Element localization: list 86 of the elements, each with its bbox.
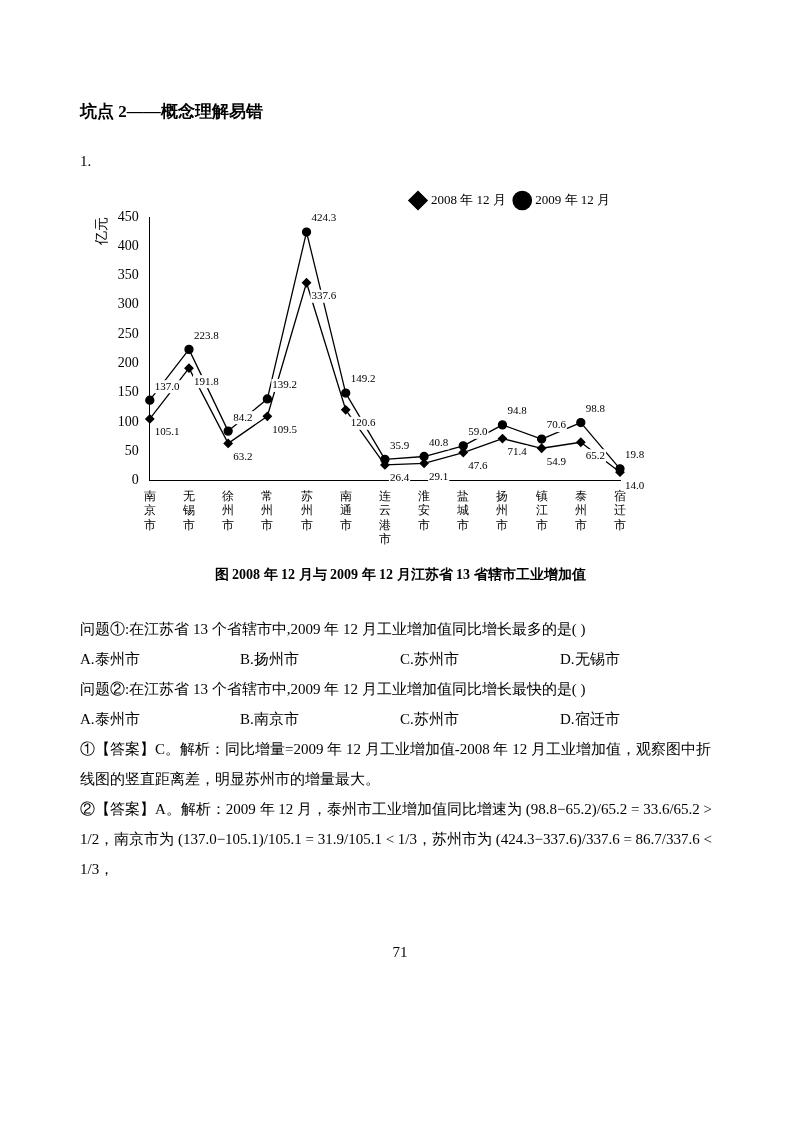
text: ②【答案】A。解析：2009 年 12 月，泰州市工业增加值同比增速为 (98.8−65.2)/65.2 = 33.6/65.2 > 1/2，南京市为 (137.0−105.1)/105.1 = 31.9/105.1 < 1/3，苏州市为 (424.3−337.6)/337.6 = 86.7/337.6 < 1/3， (80, 800, 714, 879)
point (145, 414, 155, 424)
y-tick-label: 150 (117, 384, 139, 400)
point (341, 405, 351, 415)
data-label: 424.3 (311, 211, 337, 224)
x-tick-label: 南通市 (339, 488, 352, 532)
data-label: 139.2 (272, 378, 298, 391)
x-tick-label: 南京市 (143, 488, 156, 532)
point (341, 388, 351, 398)
point (536, 443, 547, 453)
y-tick-label: 400 (117, 237, 139, 253)
x-tick-label: 镇江市 (534, 488, 548, 532)
x-tick-label: 连云港市 (378, 488, 391, 546)
x-tick-label: 淮安市 (418, 488, 431, 532)
y-tick-label: 50 (124, 442, 139, 458)
point (497, 433, 508, 444)
data-label: 98.8 (585, 401, 606, 414)
data-label: 94.8 (507, 404, 528, 417)
data-label: 223.8 (193, 328, 220, 341)
x-tick-label: 扬州市 (496, 488, 509, 532)
data-label: 26.4 (389, 471, 410, 484)
text: 问题①:在江苏省 13 个省辖市中,2009 年 12 月工业增加值同比增长最多的是( ) (80, 620, 586, 639)
data-label: 105.1 (154, 425, 180, 438)
data-label: 40.8 (429, 435, 449, 448)
x-tick-label: 泰州市 (574, 488, 587, 532)
text: 问题②:在江苏省 13 个省辖市中,2009 年 12 月工业增加值同比增长最快的是( ) (80, 680, 586, 699)
text: 71 (391, 944, 409, 961)
point (262, 394, 272, 404)
data-label: 84.2 (233, 410, 253, 423)
point (223, 426, 233, 436)
data-label: 47.6 (468, 458, 489, 471)
data-label: 337.6 (311, 289, 337, 302)
legend-label: 2008 年 12 月 (431, 191, 506, 207)
point (262, 411, 272, 421)
data-label: 65.2 (585, 448, 606, 461)
data-label: 35.9 (389, 438, 410, 451)
point (576, 437, 586, 447)
y-tick-label: 0 (131, 472, 139, 488)
text: B.南京市 (240, 710, 300, 729)
text: A.泰州市 (80, 650, 141, 669)
data-label: 70.6 (546, 418, 567, 431)
text: D.宿迁市 (560, 710, 621, 729)
point (301, 227, 312, 237)
data-label: 71.4 (507, 445, 528, 457)
x-tick-label: 徐州市 (222, 488, 235, 532)
data-label: 19.8 (625, 448, 645, 461)
y-tick-label: 100 (117, 413, 139, 429)
x-tick-label: 苏州市 (300, 488, 313, 532)
text: A.泰州市 (80, 710, 141, 729)
y-tick-label: 450 (117, 208, 139, 224)
data-label: 191.8 (193, 374, 220, 387)
data-label: 63.2 (233, 449, 253, 462)
point (301, 278, 312, 288)
point (497, 420, 508, 430)
text: 图 2008 年 12 月与 2009 年 12 月江苏省 13 省辖市工业增加值 (213, 566, 587, 584)
point (223, 438, 233, 449)
y-tick-label: 200 (117, 355, 139, 371)
text: 坑点 2——概念理解易错 (80, 101, 264, 123)
x-tick-label: 无锡市 (181, 488, 195, 532)
x-tick-label: 常州市 (261, 488, 274, 532)
legend-label: 2009 年 12 月 (535, 191, 610, 207)
text: C.苏州市 (400, 710, 460, 729)
text: D.无锡市 (560, 650, 621, 669)
data-label: 54.9 (546, 454, 567, 467)
data-label: 109.5 (272, 422, 298, 435)
text: ①【答案】C。解析：同比增量=2009 年 12 月工业增加值-2008 年 12 月工业增加值，观察图中折线图的竖直距离差，明显苏州市的增量最大。 (80, 740, 712, 789)
text: 1. (80, 153, 93, 170)
data-label: 29.1 (429, 469, 449, 482)
text: B.扬州市 (240, 650, 300, 669)
x-tick-label: 盐城市 (456, 488, 470, 532)
data-label: 149.2 (350, 372, 376, 385)
point (145, 395, 155, 405)
data-label: 137.0 (154, 379, 181, 392)
text: C.苏州市 (400, 650, 460, 669)
data-label: 59.0 (468, 425, 489, 438)
y-tick-label: 300 (117, 296, 139, 312)
point (184, 363, 194, 373)
x-tick-label: 宿迁市 (614, 488, 626, 532)
y-axis-title: 亿元 (94, 217, 110, 246)
point (536, 434, 547, 444)
data-label: 14.0 (625, 478, 645, 491)
data-label: 120.6 (350, 416, 376, 429)
point (576, 417, 586, 428)
y-tick-label: 350 (117, 267, 139, 283)
point (184, 344, 194, 355)
y-tick-label: 250 (117, 325, 139, 341)
